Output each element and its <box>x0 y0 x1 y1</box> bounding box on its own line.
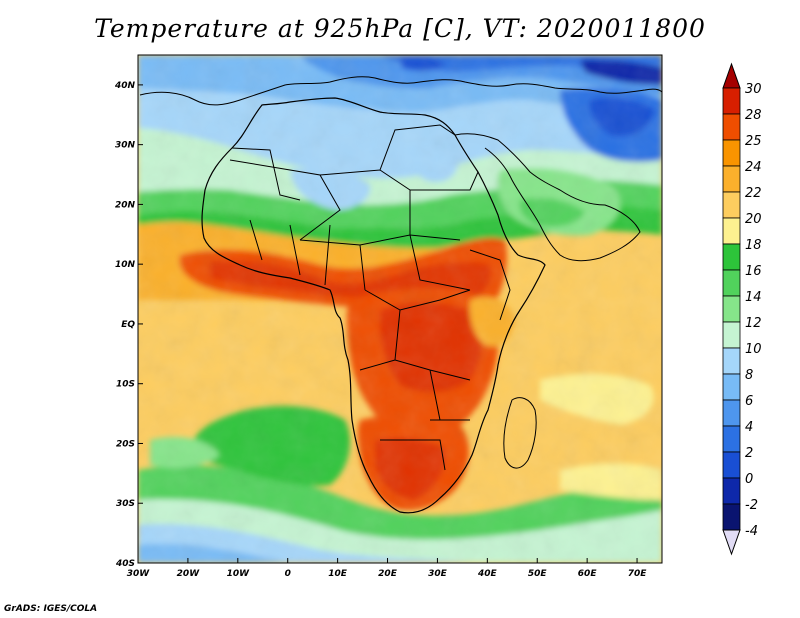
y-axis-ticks: 40N 30N 20N 10N EQ 10S 20S 30S 40S <box>114 81 143 569</box>
plot-frame <box>137 54 663 564</box>
colorbar-swatch <box>722 425 741 453</box>
colorbar-label: 12 <box>745 316 762 331</box>
x-tick-label: 50E <box>528 569 548 579</box>
colorbar-label: 16 <box>745 264 762 279</box>
colorbar-swatch <box>722 217 741 245</box>
colorbar-swatch <box>722 139 741 167</box>
x-tick-label: 0 <box>285 569 291 579</box>
colorbar-swatch <box>722 269 741 297</box>
colorbar-swatch <box>722 113 741 141</box>
colorbar-label: 18 <box>745 238 762 253</box>
chart-title: Temperature at 925hPa [C], VT: 202001180… <box>94 14 706 43</box>
x-axis-ticks: 30W 20W 10W 0 10E 20E 30E 40E 50E 60E 70E <box>127 558 647 579</box>
x-tick-label: 10W <box>227 569 251 579</box>
colorbar-swatch <box>722 243 741 271</box>
colorbar-label: 14 <box>745 290 762 305</box>
colorbar-swatch <box>722 295 741 323</box>
y-tick-label: 10N <box>115 260 136 270</box>
colorbar-label: -2 <box>745 498 758 513</box>
x-tick-label: 30E <box>428 569 448 579</box>
colorbar-label: 24 <box>745 160 762 175</box>
colorbar-label: 4 <box>745 420 753 435</box>
colorbar-label: 28 <box>745 108 762 123</box>
coastlines <box>139 76 662 514</box>
colorbar-swatch <box>722 451 741 479</box>
colorbar-label: 8 <box>745 368 753 383</box>
colorbar-swatch <box>722 399 741 427</box>
colorbar-swatch <box>722 373 741 401</box>
x-tick-label: 30W <box>127 569 151 579</box>
x-tick-label: 20W <box>177 569 201 579</box>
colorbar-label: 30 <box>745 82 762 97</box>
colorbar-bottom-arrow <box>722 529 741 556</box>
temperature-field <box>138 55 662 563</box>
colorbar-swatch <box>722 503 741 531</box>
colorbar-swatch <box>722 165 741 193</box>
y-tick-label: 20S <box>116 439 135 449</box>
x-tick-label: 60E <box>578 569 598 579</box>
x-tick-label: 20E <box>378 569 398 579</box>
colorbar-swatch <box>722 477 741 505</box>
x-tick-label: 10E <box>328 569 348 579</box>
y-tick-label: 10S <box>116 380 135 390</box>
colorbar-label: 6 <box>745 394 753 409</box>
y-tick-label: 20N <box>115 200 136 210</box>
grads-credit: GrADS: IGES/COLA <box>4 604 98 614</box>
y-tick-label: 40N <box>114 81 136 91</box>
colorbar-label: 0 <box>745 472 753 487</box>
y-tick-label: 40S <box>115 559 135 569</box>
colorbar-label: 22 <box>745 186 762 201</box>
colorbar-label: 20 <box>745 212 762 227</box>
colorbar-label: 25 <box>745 134 762 149</box>
colorbar-top-arrow <box>722 62 741 89</box>
colorbar-swatch <box>722 191 741 219</box>
colorbar-swatch <box>722 347 741 375</box>
colorbar-swatch <box>722 87 741 115</box>
colorbar-label: 10 <box>745 342 762 357</box>
x-tick-label: 70E <box>628 569 648 579</box>
colorbar-label: -4 <box>745 524 758 539</box>
y-tick-label: 30N <box>115 141 136 151</box>
colorbar-label: 2 <box>745 446 753 461</box>
colorbar-swatch <box>722 321 741 349</box>
x-tick-label: 40E <box>477 569 498 579</box>
y-tick-label: EQ <box>121 320 135 330</box>
y-tick-label: 30S <box>116 499 135 509</box>
